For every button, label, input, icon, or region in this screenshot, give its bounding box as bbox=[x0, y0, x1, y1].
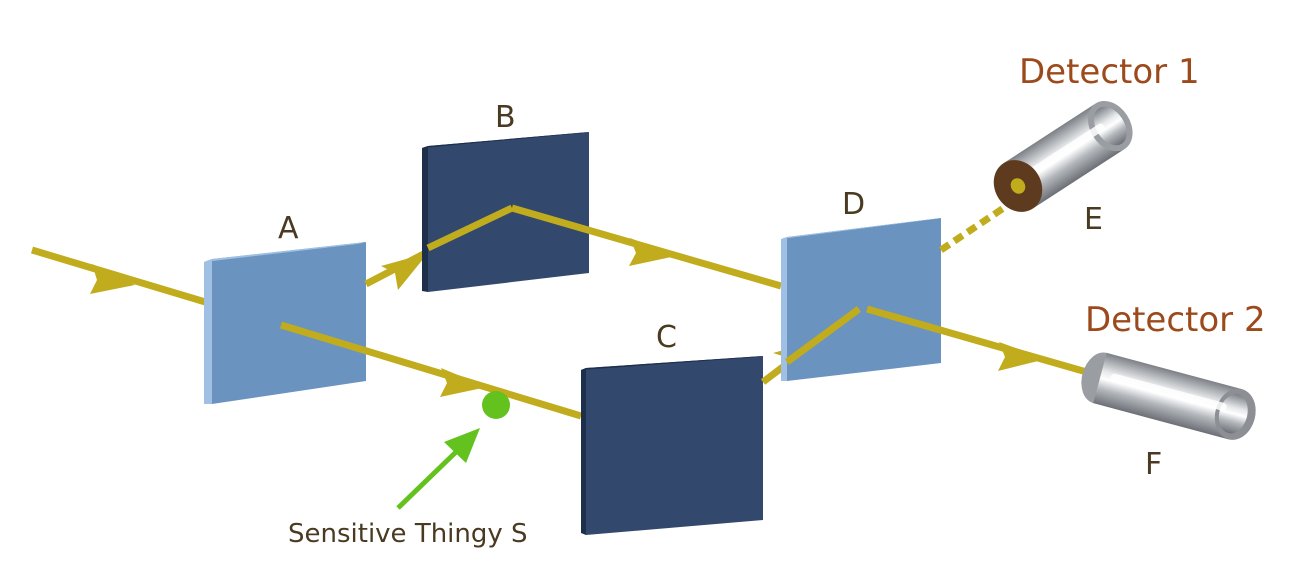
beam-arrow-upper-1 bbox=[381, 253, 428, 290]
mirror-c bbox=[581, 356, 763, 535]
beam-d-to-detector-2 bbox=[866, 305, 1091, 377]
label-c: C bbox=[656, 320, 677, 355]
sensitive-thing-dot bbox=[482, 391, 510, 419]
label-f: F bbox=[1145, 447, 1162, 482]
beam-inside-d bbox=[784, 306, 862, 365]
beam-arrow-incoming bbox=[90, 264, 135, 294]
label-detector-1: Detector 1 bbox=[1019, 52, 1200, 92]
label-d: D bbox=[842, 187, 865, 222]
beam-arrow-to-detector-2 bbox=[998, 342, 1046, 371]
label-sensitive-thingy: Sensitive Thingy S bbox=[288, 519, 528, 549]
beam-splitter-a bbox=[204, 242, 366, 404]
label-a: A bbox=[278, 211, 299, 246]
incoming-beam bbox=[30, 246, 214, 308]
beam-arrow-upper-2 bbox=[629, 238, 676, 266]
beam-arrow-lower bbox=[440, 368, 487, 397]
detector-1-tube bbox=[993, 100, 1133, 212]
sensitive-pointer-arrow bbox=[396, 428, 480, 510]
beam-splitter-d bbox=[781, 218, 941, 381]
detector-2-tube bbox=[1081, 352, 1256, 440]
label-e: E bbox=[1084, 202, 1103, 237]
beam-on-mirror-b bbox=[426, 204, 514, 252]
beam-lower-path bbox=[279, 321, 583, 420]
label-detector-2: Detector 2 bbox=[1085, 300, 1266, 340]
label-b: B bbox=[495, 100, 516, 135]
